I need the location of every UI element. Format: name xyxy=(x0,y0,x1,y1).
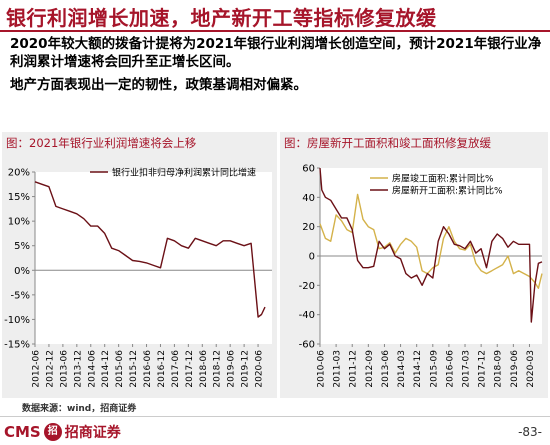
x-tick-label: 2015-09 xyxy=(429,350,439,388)
y-tick-label: 0 xyxy=(309,252,315,263)
x-tick-label: 2020-06 xyxy=(255,350,265,388)
x-tick-label: 2012-12 xyxy=(45,350,55,388)
x-tick-label: 2012-06 xyxy=(32,350,42,388)
chart-title-bank-profit: 图：2021年银行业利润增速将会上移 xyxy=(6,136,197,150)
x-tick-label: 2013-06 xyxy=(381,350,391,388)
x-tick-label: 2010-06 xyxy=(317,350,327,388)
x-tick-label: 2017-06 xyxy=(171,350,181,388)
series-line xyxy=(34,181,266,318)
y-tick-label: -5% xyxy=(11,290,30,301)
series-line xyxy=(319,167,543,323)
y-tick-label: -60 xyxy=(299,340,315,351)
chart-panel-bank-profit: 图：2021年银行业利润增速将会上移 20% 15% 10% 5% 0% -5% -10% -… xyxy=(2,132,277,398)
y-tick-label: 5% xyxy=(14,241,30,252)
y-tick-label: -40 xyxy=(299,310,315,321)
x-tick-label: 2013-12 xyxy=(73,350,83,388)
x-tick-label: 2013-06 xyxy=(59,350,69,388)
y-tick-label: 15% xyxy=(8,192,30,203)
x-tick-label: 2017-12 xyxy=(185,350,195,388)
x-tick-label: 2011-12 xyxy=(349,350,359,388)
y-tick-label: 20 xyxy=(302,222,315,233)
x-tick-label: 2018-09 xyxy=(494,350,504,388)
y-tick-label: -15% xyxy=(4,340,30,351)
bank-profit-chart: 20% 15% 10% 5% 0% -5% -10% -15%2012-06 2012-12 20… xyxy=(4,167,272,388)
bullet-text-2: 地产方面表现出一定的韧性，政策基调相对偏紧。 xyxy=(10,77,307,93)
plot-area xyxy=(35,172,272,344)
x-tick-label: 2018-12 xyxy=(213,350,223,388)
legend-label: 房屋竣工面积:累计同比% xyxy=(392,173,494,185)
y-tick-label: 10% xyxy=(8,217,30,228)
bullet-text-1: 2020年较大额的拨备计提将为2021年银行业利润增长创造空间，预计2021年银… xyxy=(10,36,542,70)
y-tick-label: -10% xyxy=(4,315,30,326)
company-logo: CMS 招 招商证券 xyxy=(4,422,121,442)
data-source-note: 数据来源：wind，招商证券 xyxy=(22,404,137,414)
page-number: -83- xyxy=(518,425,542,439)
y-tick-label: 0% xyxy=(14,266,30,277)
logo-badge-icon: 招 xyxy=(43,423,62,441)
x-tick-label: 2014-12 xyxy=(413,350,423,388)
x-tick-label: 2011-03 xyxy=(333,350,343,388)
page-title: 银行利润增长加速，地产新开工等指标修复放缓 xyxy=(6,6,437,30)
legend-label: 银行业扣非归母净利润累计同比增速 xyxy=(112,167,256,179)
x-tick-label: 2017-03 xyxy=(462,350,472,388)
x-tick-label: 2015-12 xyxy=(129,350,139,388)
y-tick-label: -20 xyxy=(299,281,315,292)
x-tick-label: 2016-12 xyxy=(157,350,167,388)
footer-divider xyxy=(0,416,550,417)
x-tick-label: 2015-06 xyxy=(115,350,125,388)
y-tick-label: 20% xyxy=(8,168,30,179)
series-line xyxy=(319,193,543,290)
y-tick-label: 40 xyxy=(302,193,315,204)
x-tick-label: 2017-12 xyxy=(478,350,488,388)
x-tick-label: 2018-06 xyxy=(199,350,209,388)
x-tick-label: 2014-12 xyxy=(101,350,111,388)
x-tick-label: 2019-06 xyxy=(227,350,237,388)
x-tick-label: 2019-12 xyxy=(241,350,251,388)
logo-latin-text: CMS xyxy=(4,423,41,441)
x-tick-label: 2014-03 xyxy=(397,350,407,388)
x-tick-label: 2014-06 xyxy=(87,350,97,388)
x-tick-label: 2016-06 xyxy=(445,350,455,388)
chart-panel-property: 图：房屋新开工面积和竣工面积修复放缓 60 40 20 0 -20 -40 -60 2010-… xyxy=(280,132,548,398)
x-tick-label: 2019-06 xyxy=(510,350,520,388)
y-tick-label: 60 xyxy=(302,164,315,175)
logo-chinese-text: 招商证券 xyxy=(64,425,121,441)
legend-label: 房屋新开工面积:累计同比% xyxy=(392,185,503,197)
x-tick-label: 2012-09 xyxy=(365,350,375,388)
x-tick-label: 2020-03 xyxy=(526,350,536,388)
x-tick-label: 2016-06 xyxy=(143,350,153,388)
title-divider xyxy=(0,30,550,32)
chart-title-property: 图：房屋新开工面积和竣工面积修复放缓 xyxy=(284,136,491,150)
